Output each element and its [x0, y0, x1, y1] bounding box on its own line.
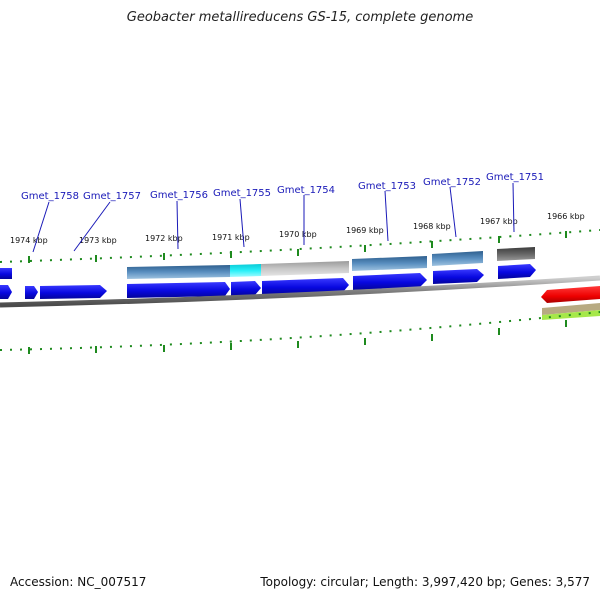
gene-label[interactable]: Gmet_1758 [21, 191, 79, 202]
cds-track [0, 264, 536, 299]
feature-bar[interactable] [127, 265, 230, 279]
cds-arrow[interactable] [262, 278, 349, 295]
cds-arrow[interactable] [40, 285, 107, 299]
kbp-label: 1972 kbp [145, 234, 183, 243]
kbp-label: 1969 kbp [346, 226, 384, 235]
cds-arrow[interactable] [353, 273, 427, 290]
kbp-label: 1971 kbp [212, 233, 250, 242]
outer-tick-ring [0, 229, 600, 263]
gene-label[interactable]: Gmet_1756 [150, 190, 208, 201]
gene-label[interactable]: Gmet_1755 [213, 188, 271, 199]
genome-summary-text: Topology: circular; Length: 3,997,420 bp… [260, 575, 590, 589]
feature-bar[interactable] [261, 261, 349, 276]
inner-major-ticks [28, 320, 567, 354]
feature-bar[interactable] [230, 264, 261, 277]
gene-label[interactable]: Gmet_1751 [486, 172, 544, 183]
gene-leaders [32, 182, 515, 253]
cds-arrow[interactable] [25, 286, 38, 299]
genome-backbone [0, 275, 600, 308]
feature-tan[interactable] [542, 303, 600, 315]
kbp-label: 1970 kbp [279, 230, 317, 239]
kbp-label: 1973 kbp [79, 236, 117, 245]
feature-bar[interactable] [352, 256, 427, 271]
gene-label[interactable]: Gmet_1757 [83, 191, 141, 202]
feature-bar[interactable] [432, 251, 483, 266]
inner-tick-ring [0, 311, 600, 351]
rrna-feature[interactable] [541, 286, 600, 303]
cds-arrow[interactable] [498, 264, 536, 279]
feature-bar[interactable] [497, 247, 535, 261]
cds-arrow[interactable] [127, 282, 230, 298]
cds-arrow[interactable] [231, 281, 261, 296]
feature-track [0, 247, 535, 279]
kbp-label: 1967 kbp [480, 217, 518, 226]
accession-text: Accession: NC_007517 [10, 575, 147, 589]
cds-arrow[interactable] [433, 269, 484, 284]
major-ticks [28, 231, 567, 263]
gene-label[interactable]: Gmet_1753 [358, 181, 416, 192]
cds-arrow[interactable] [0, 285, 12, 299]
feature-green[interactable] [542, 310, 600, 320]
genome-title: Geobacter metallireducens GS-15, complet… [126, 10, 474, 25]
kbp-label: 1966 kbp [547, 212, 585, 221]
feature-bar[interactable] [0, 268, 12, 279]
kbp-label: 1974 kbp [10, 236, 48, 245]
kbp-label: 1968 kbp [413, 222, 451, 231]
rna-features [541, 286, 600, 320]
gene-label[interactable]: Gmet_1754 [277, 185, 335, 196]
gene-label[interactable]: Gmet_1752 [423, 177, 481, 188]
